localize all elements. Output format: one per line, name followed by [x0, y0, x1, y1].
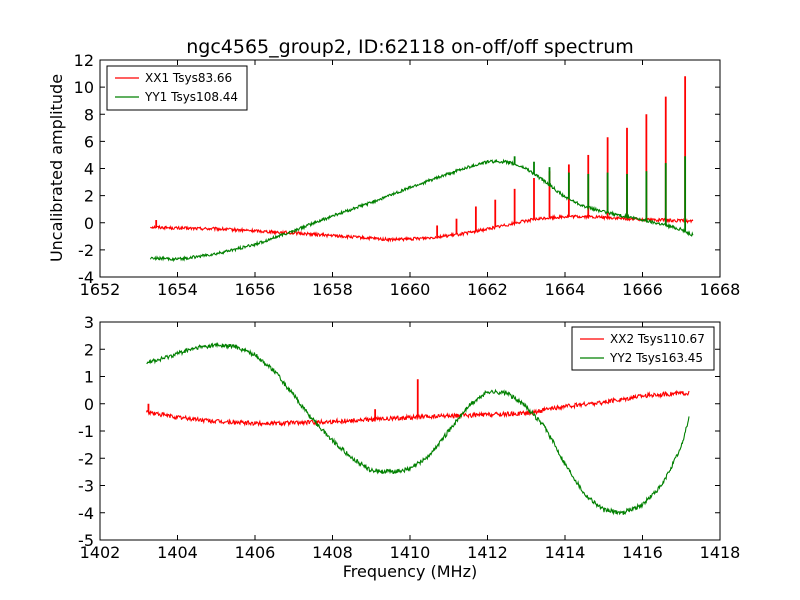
y-tick-label: 2 [84, 187, 94, 206]
x-tick-label: 1654 [157, 280, 198, 299]
legend-label: XX2 Tsys110.67 [610, 332, 705, 346]
legend: XX1 Tsys83.66 YY1 Tsys108.44 [106, 65, 248, 111]
y-tick-label: 2 [84, 340, 94, 359]
y-tick-label: -5 [78, 531, 94, 550]
x-tick-label: 1408 [312, 543, 353, 562]
x-tick-label: 1662 [467, 280, 508, 299]
x-tick-label: 1668 [700, 280, 741, 299]
x-tick-label: 1406 [235, 543, 276, 562]
y-tick-label: -2 [78, 449, 94, 468]
legend-label: XX1 Tsys83.66 [145, 71, 232, 85]
x-tick-label: 1652 [80, 280, 121, 299]
y-tick-label: -4 [78, 504, 94, 523]
y-tick-label: 6 [84, 132, 94, 151]
y-tick-label: -2 [78, 241, 94, 260]
legend: XX2 Tsys110.67 YY2 Tsys163.45 [571, 326, 715, 371]
legend-box [571, 326, 715, 371]
series-line-1 [149, 214, 694, 243]
y-axis-label: Uncalibrated amplitude [47, 74, 66, 262]
x-tick-label: 1402 [80, 543, 121, 562]
bottom-panel: 1402 1404 1406 1408 1410 1412 1414 1416 1418 -5 -4… [78, 313, 740, 562]
series-line-1 [145, 389, 690, 427]
x-tick-label: 1418 [700, 543, 741, 562]
x-tick-label: 1660 [390, 280, 431, 299]
x-tick-label: 1666 [622, 280, 663, 299]
top-panel: 1652 1654 1656 1658 1660 1662 1664 1666 1668 -4 -2… [74, 51, 741, 299]
x-tick-label: 1658 [312, 280, 353, 299]
x-axis-label: Frequency (MHz) [343, 562, 477, 581]
x-tick-label: 1656 [235, 280, 276, 299]
y-tick-label: 3 [84, 313, 94, 332]
y-tick-label: 1 [84, 368, 94, 387]
x-tick-label: 1416 [622, 543, 663, 562]
legend-label: YY2 Tsys163.45 [609, 351, 703, 365]
y-tick-label: -1 [78, 422, 94, 441]
y-tick-label: 4 [84, 160, 94, 179]
x-tick-label: 1664 [545, 280, 586, 299]
x-tick-label: 1414 [545, 543, 586, 562]
x-tick-label: 1410 [390, 543, 431, 562]
x-tick-label: 1412 [467, 543, 508, 562]
figure-title: ngc4565_group2, ID:62118 on-off/off spec… [186, 36, 634, 58]
y-tick-label: 10 [74, 78, 94, 97]
y-tick-label: 8 [84, 105, 94, 124]
legend-label: YY1 Tsys108.44 [144, 90, 238, 104]
series-line-2 [146, 341, 690, 516]
x-tick-label: 1404 [157, 543, 198, 562]
series-line-2 [149, 158, 694, 263]
y-tick-label: -3 [78, 477, 94, 496]
y-tick-label: 12 [74, 51, 94, 70]
y-tick-label: 0 [84, 395, 94, 414]
y-tick-label: -4 [78, 268, 94, 287]
y-tick-label: 0 [84, 214, 94, 233]
legend-box [106, 65, 248, 111]
